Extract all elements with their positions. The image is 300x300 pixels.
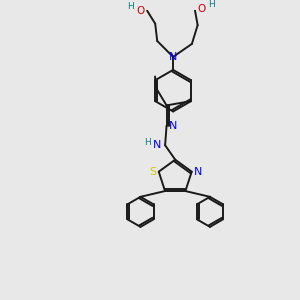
Text: N: N (194, 167, 202, 177)
Text: O: O (197, 4, 205, 14)
Text: N: N (169, 52, 177, 62)
Text: H: H (208, 0, 215, 9)
Text: H: H (144, 138, 151, 147)
Text: H: H (128, 2, 134, 11)
Text: O: O (136, 6, 145, 16)
Text: N: N (169, 121, 177, 130)
Text: N: N (153, 140, 161, 150)
Text: S: S (149, 167, 157, 177)
